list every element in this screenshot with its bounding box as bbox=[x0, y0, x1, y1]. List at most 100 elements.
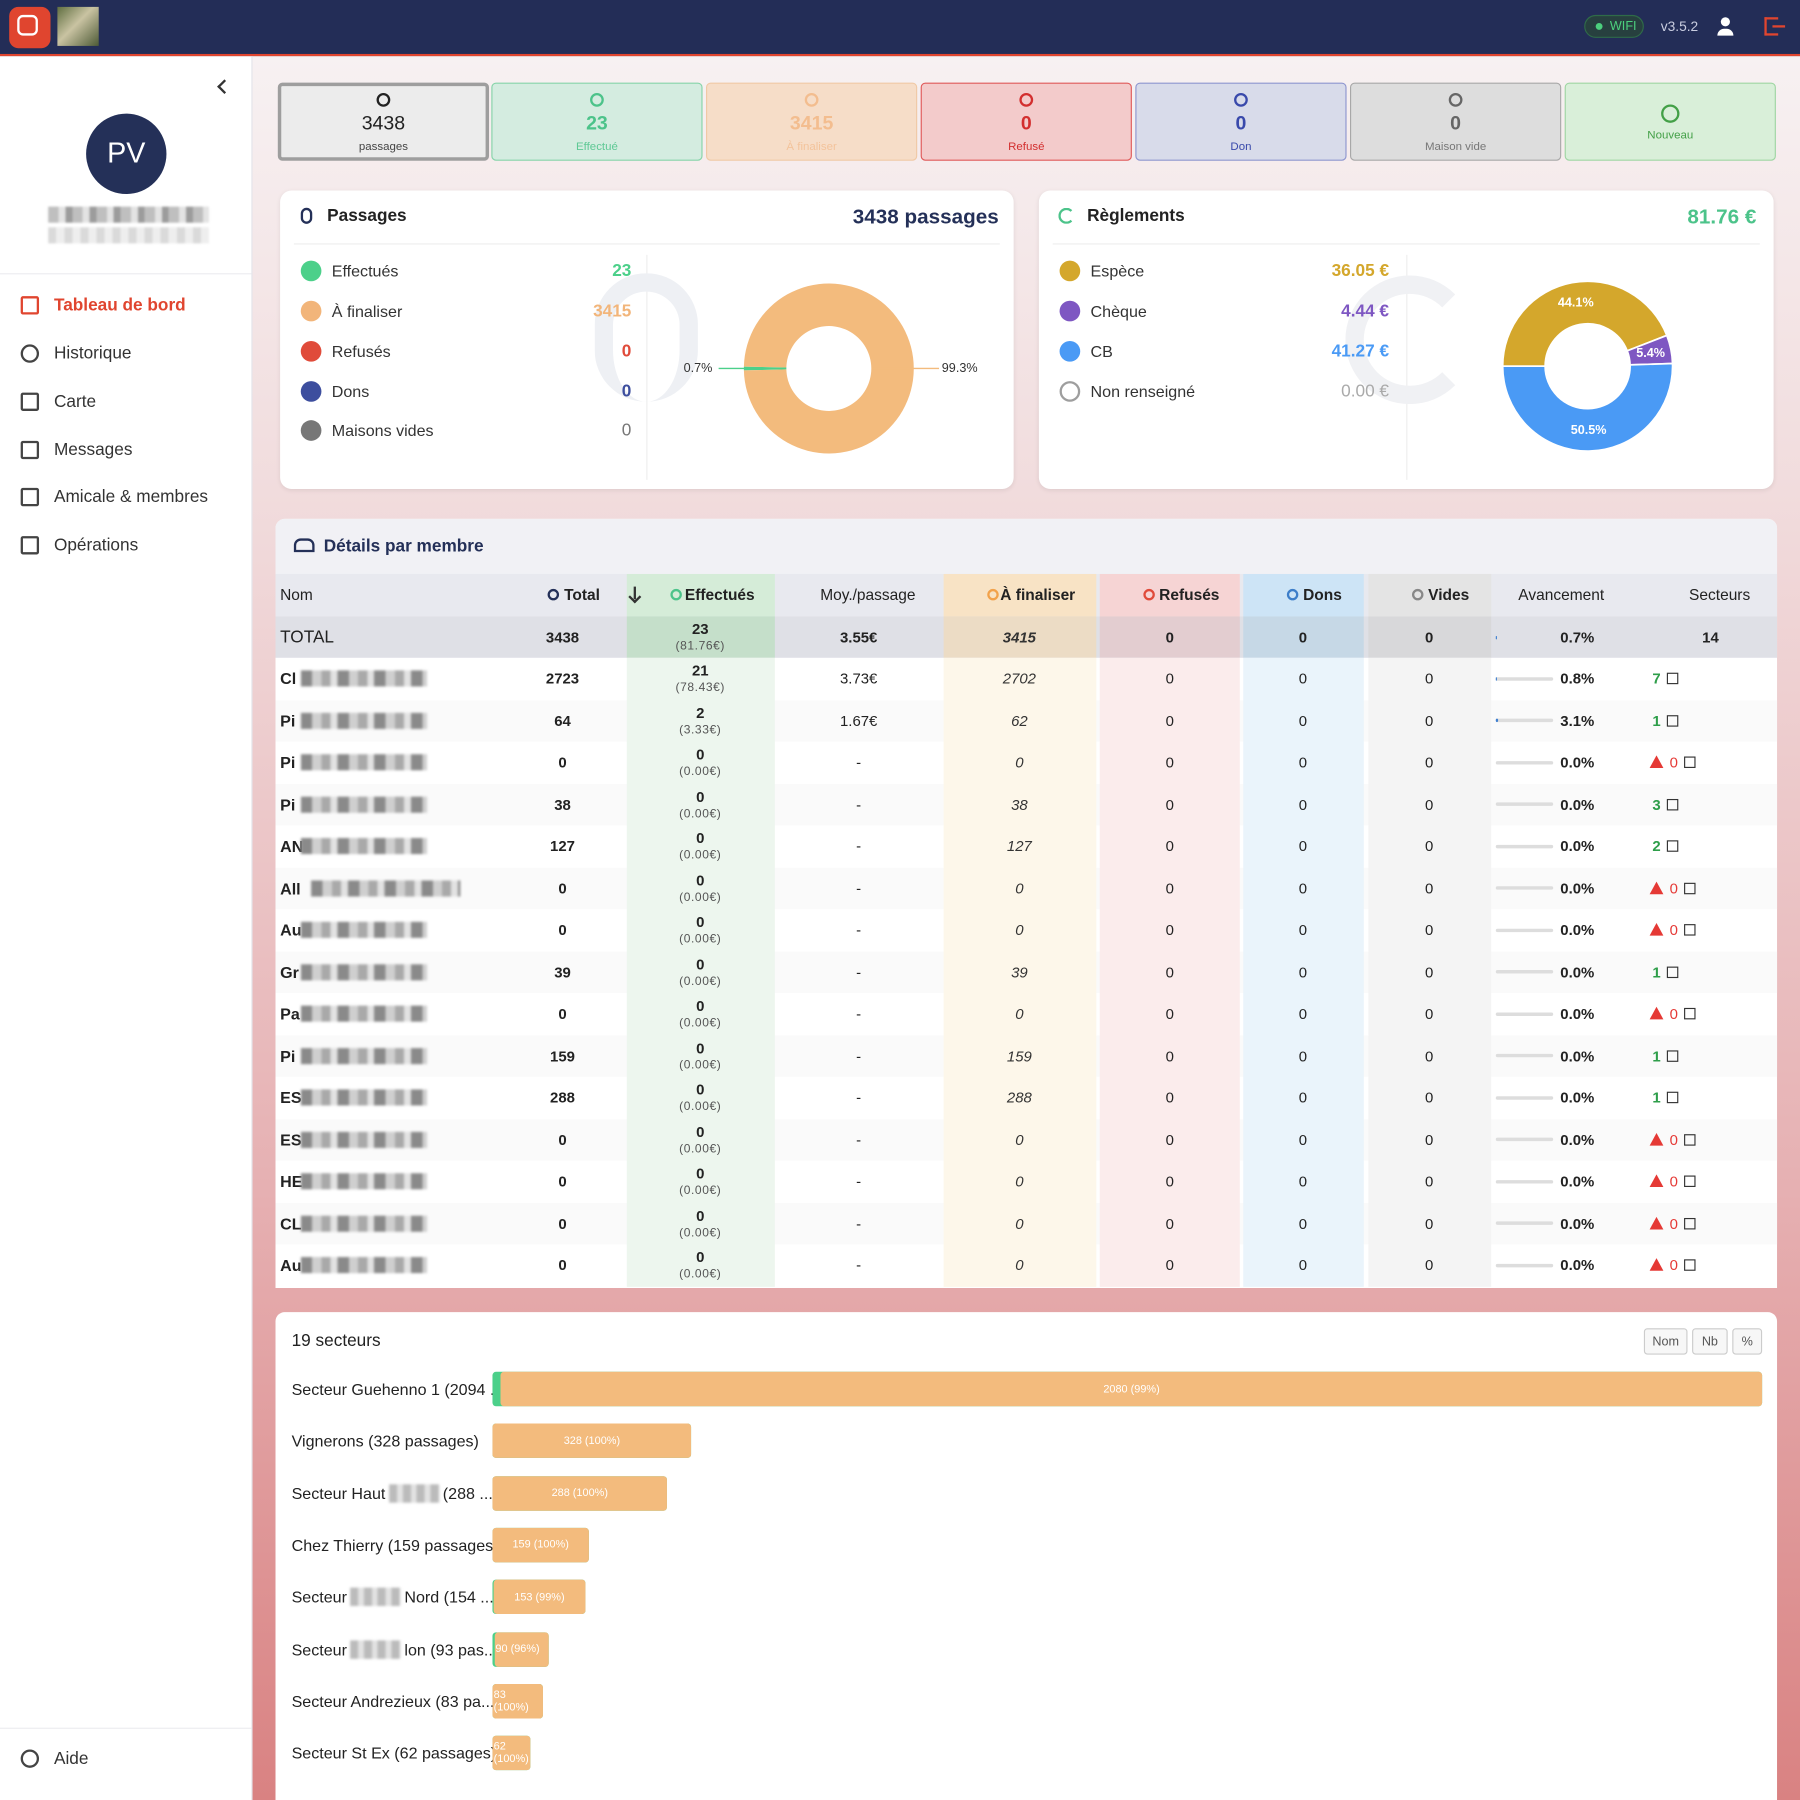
cell-total: 288 bbox=[550, 1089, 575, 1107]
sector-bar[interactable]: 90 (96%) bbox=[494, 1631, 549, 1667]
card-label: Refusé bbox=[1008, 140, 1045, 154]
progress-fill bbox=[1495, 718, 1498, 723]
cell-dons: 0 bbox=[1298, 1131, 1308, 1149]
cell-vides: 0 bbox=[1425, 1172, 1434, 1191]
cell-progress: 0.0% bbox=[1560, 963, 1595, 981]
sector-bar[interactable]: 153 (99%) bbox=[493, 1579, 586, 1615]
cell-pending: 3415 bbox=[1002, 628, 1036, 646]
blurred-text bbox=[388, 1483, 440, 1503]
blurred-name bbox=[300, 712, 428, 729]
sector-bar[interactable]: 288 (100%) bbox=[492, 1475, 668, 1511]
map-icon[interactable] bbox=[1684, 1259, 1696, 1272]
card-label: Effectué bbox=[575, 140, 618, 154]
sort-button-label[interactable]: Nom bbox=[1652, 1335, 1680, 1349]
sector-bar[interactable]: 2080 (99%) bbox=[500, 1371, 1763, 1407]
cell-average: - bbox=[856, 1214, 862, 1233]
column-band bbox=[943, 616, 1097, 658]
map-icon[interactable] bbox=[1666, 672, 1679, 685]
map-icon[interactable] bbox=[1666, 1091, 1679, 1104]
member-name: ES bbox=[280, 1088, 302, 1107]
map-icon[interactable] bbox=[1684, 1217, 1696, 1230]
sector-label: Secteur bbox=[291, 1639, 347, 1659]
card-label: passages bbox=[358, 140, 408, 154]
menu-item[interactable]: Tableau de bord bbox=[53, 295, 186, 316]
sector-bar[interactable]: 328 (100%) bbox=[492, 1423, 692, 1459]
logout-icon[interactable] bbox=[1764, 17, 1779, 36]
menu-icon bbox=[20, 487, 40, 507]
sort-button[interactable] bbox=[1643, 1328, 1688, 1355]
cell-pending: 0 bbox=[1015, 1214, 1024, 1233]
column-header[interactable]: Dons bbox=[1303, 586, 1342, 604]
map-icon[interactable] bbox=[1666, 1050, 1679, 1062]
progress-track bbox=[1495, 1137, 1554, 1142]
map-icon[interactable] bbox=[1684, 924, 1696, 936]
item-value: 3415 bbox=[593, 301, 632, 321]
column-icon bbox=[1143, 588, 1155, 601]
menu-item[interactable]: Historique bbox=[53, 343, 132, 364]
column-header[interactable]: Total bbox=[564, 586, 600, 604]
panel-divider bbox=[293, 243, 1000, 245]
sort-button[interactable] bbox=[1732, 1328, 1763, 1355]
menu-item[interactable]: Amicale & membres bbox=[53, 487, 209, 507]
sort-button-label[interactable]: Nb bbox=[1701, 1335, 1718, 1349]
menu-item[interactable]: Opérations bbox=[53, 535, 139, 556]
donut-segment bbox=[1501, 362, 1674, 453]
sector-label: lon (93 pas... bbox=[404, 1639, 498, 1659]
item-label: Effectués bbox=[331, 261, 399, 281]
item-icon bbox=[1059, 300, 1081, 322]
summary-card[interactable] bbox=[1349, 82, 1562, 161]
cell-total: 127 bbox=[550, 837, 575, 855]
cell-sectors: 0 bbox=[1669, 1214, 1678, 1233]
map-icon[interactable] bbox=[1684, 882, 1696, 894]
sort-button-label[interactable]: % bbox=[1741, 1335, 1753, 1349]
column-header[interactable]: Moy./passage bbox=[820, 586, 916, 604]
column-header[interactable]: Avancement bbox=[1518, 586, 1605, 604]
menu-item[interactable]: Messages bbox=[53, 440, 133, 460]
map-icon[interactable] bbox=[1684, 756, 1696, 769]
cell-average: 3.55€ bbox=[839, 628, 878, 646]
cell-total: 0 bbox=[558, 921, 567, 939]
menu-item[interactable]: Carte bbox=[53, 392, 97, 412]
map-icon[interactable] bbox=[1666, 714, 1679, 727]
map-icon[interactable] bbox=[1684, 1008, 1696, 1020]
progress-track bbox=[1495, 760, 1554, 765]
cell-amount: (0.00€) bbox=[679, 848, 722, 863]
sector-bar[interactable]: 62 (100%) bbox=[492, 1735, 531, 1771]
cell-refused: 0 bbox=[1165, 1047, 1174, 1065]
item-value: 4.44 € bbox=[1341, 301, 1390, 321]
column-header[interactable]: Effectués bbox=[684, 586, 755, 604]
wifi-label: WIFI bbox=[1609, 19, 1637, 34]
column-header[interactable]: Nom bbox=[280, 586, 313, 604]
sector-label: Vignerons (328 passages) bbox=[291, 1431, 479, 1451]
column-header[interactable]: Vides bbox=[1428, 586, 1470, 604]
summary-card[interactable] bbox=[277, 82, 490, 161]
cell-amount: (0.00€) bbox=[679, 890, 722, 905]
cell-vides: 0 bbox=[1425, 1131, 1434, 1149]
cell-done: 0 bbox=[696, 1122, 705, 1141]
column-band bbox=[1099, 573, 1240, 617]
help-link[interactable]: Aide bbox=[53, 1748, 89, 1769]
map-icon[interactable] bbox=[1684, 1175, 1696, 1188]
item-value: 41.27 € bbox=[1331, 341, 1390, 362]
progress-track bbox=[1495, 802, 1554, 807]
map-icon[interactable] bbox=[1684, 1133, 1696, 1146]
cell-pending: 159 bbox=[1006, 1047, 1032, 1065]
cell-average: - bbox=[856, 837, 862, 855]
column-header[interactable]: Refusés bbox=[1159, 586, 1220, 604]
item-value: 0 bbox=[621, 381, 632, 402]
map-icon[interactable] bbox=[1666, 966, 1679, 978]
cell-done: 0 bbox=[696, 997, 705, 1015]
map-icon[interactable] bbox=[1666, 798, 1679, 811]
map-icon[interactable] bbox=[1666, 840, 1679, 853]
column-header[interactable]: À finaliser bbox=[1000, 586, 1076, 604]
column-header[interactable]: Secteurs bbox=[1689, 586, 1751, 604]
sector-bar[interactable]: 159 (100%) bbox=[492, 1527, 589, 1563]
sector-bar[interactable]: 83 (100%) bbox=[492, 1683, 543, 1719]
cell-vides: 0 bbox=[1425, 921, 1434, 939]
cell-total: 159 bbox=[550, 1047, 575, 1065]
warning-icon bbox=[1649, 1174, 1664, 1188]
cell-progress: 0.0% bbox=[1560, 837, 1595, 855]
app-version: v3.5.2 bbox=[1660, 18, 1699, 35]
sort-button[interactable] bbox=[1692, 1328, 1728, 1355]
cell-average: - bbox=[856, 1172, 862, 1191]
